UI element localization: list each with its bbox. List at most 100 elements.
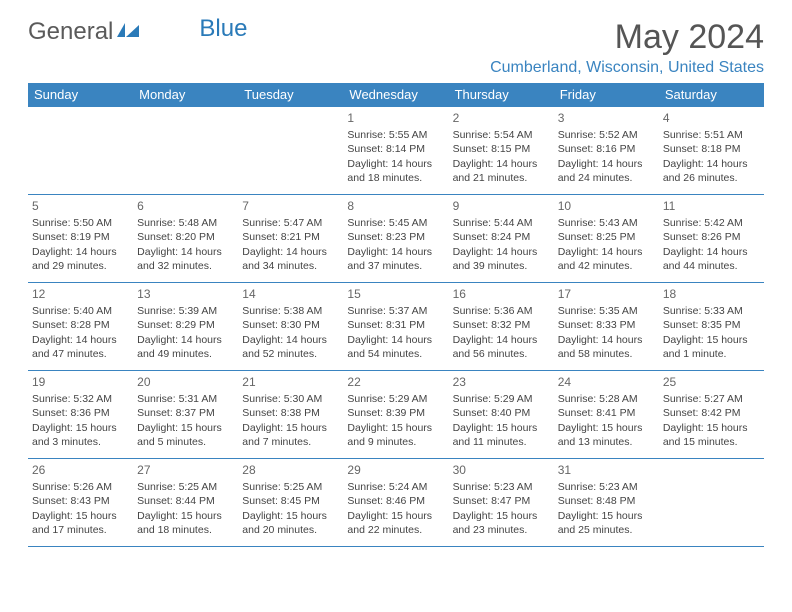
- daylight-line: Daylight: 15 hours and 9 minutes.: [347, 421, 444, 449]
- calendar-cell: 4Sunrise: 5:51 AMSunset: 8:18 PMDaylight…: [659, 107, 764, 195]
- calendar-cell: 3Sunrise: 5:52 AMSunset: 8:16 PMDaylight…: [554, 107, 659, 195]
- sunset-line: Sunset: 8:43 PM: [32, 494, 129, 508]
- daylight-line: Daylight: 14 hours and 54 minutes.: [347, 333, 444, 361]
- day-number: 18: [663, 286, 760, 302]
- day-number: 22: [347, 374, 444, 390]
- day-number: 2: [453, 110, 550, 126]
- calendar-cell: 6Sunrise: 5:48 AMSunset: 8:20 PMDaylight…: [133, 195, 238, 283]
- daylight-line: Daylight: 15 hours and 15 minutes.: [663, 421, 760, 449]
- day-number: 14: [242, 286, 339, 302]
- day-number: 5: [32, 198, 129, 214]
- sunrise-line: Sunrise: 5:29 AM: [453, 392, 550, 406]
- month-title: May 2024: [490, 18, 764, 57]
- col-sunday: Sunday: [28, 83, 133, 107]
- sunset-line: Sunset: 8:14 PM: [347, 142, 444, 156]
- calendar-cell: 30Sunrise: 5:23 AMSunset: 8:47 PMDayligh…: [449, 459, 554, 547]
- calendar-cell: 12Sunrise: 5:40 AMSunset: 8:28 PMDayligh…: [28, 283, 133, 371]
- calendar-cell: 19Sunrise: 5:32 AMSunset: 8:36 PMDayligh…: [28, 371, 133, 459]
- sunrise-line: Sunrise: 5:43 AM: [558, 216, 655, 230]
- calendar-row: 26Sunrise: 5:26 AMSunset: 8:43 PMDayligh…: [28, 459, 764, 547]
- calendar-cell: 7Sunrise: 5:47 AMSunset: 8:21 PMDaylight…: [238, 195, 343, 283]
- sunrise-line: Sunrise: 5:36 AM: [453, 304, 550, 318]
- calendar-cell: 21Sunrise: 5:30 AMSunset: 8:38 PMDayligh…: [238, 371, 343, 459]
- day-number: 23: [453, 374, 550, 390]
- sunrise-line: Sunrise: 5:39 AM: [137, 304, 234, 318]
- sunrise-line: Sunrise: 5:38 AM: [242, 304, 339, 318]
- day-number: 24: [558, 374, 655, 390]
- day-number: 7: [242, 198, 339, 214]
- sunrise-line: Sunrise: 5:37 AM: [347, 304, 444, 318]
- sunset-line: Sunset: 8:31 PM: [347, 318, 444, 332]
- sunrise-line: Sunrise: 5:23 AM: [558, 480, 655, 494]
- header-row: Sunday Monday Tuesday Wednesday Thursday…: [28, 83, 764, 107]
- daylight-line: Daylight: 14 hours and 39 minutes.: [453, 245, 550, 273]
- col-wednesday: Wednesday: [343, 83, 448, 107]
- daylight-line: Daylight: 15 hours and 3 minutes.: [32, 421, 129, 449]
- day-number: 26: [32, 462, 129, 478]
- calendar-cell: [28, 107, 133, 195]
- logo-text-general: General: [28, 18, 113, 46]
- day-number: 9: [453, 198, 550, 214]
- sunrise-line: Sunrise: 5:40 AM: [32, 304, 129, 318]
- day-number: 31: [558, 462, 655, 478]
- col-thursday: Thursday: [449, 83, 554, 107]
- calendar-cell: 24Sunrise: 5:28 AMSunset: 8:41 PMDayligh…: [554, 371, 659, 459]
- sunrise-line: Sunrise: 5:50 AM: [32, 216, 129, 230]
- daylight-line: Daylight: 14 hours and 47 minutes.: [32, 333, 129, 361]
- calendar-cell: 28Sunrise: 5:25 AMSunset: 8:45 PMDayligh…: [238, 459, 343, 547]
- sunrise-line: Sunrise: 5:48 AM: [137, 216, 234, 230]
- sunset-line: Sunset: 8:46 PM: [347, 494, 444, 508]
- daylight-line: Daylight: 15 hours and 17 minutes.: [32, 509, 129, 537]
- day-number: 3: [558, 110, 655, 126]
- sunset-line: Sunset: 8:15 PM: [453, 142, 550, 156]
- sunrise-line: Sunrise: 5:29 AM: [347, 392, 444, 406]
- calendar-row: 12Sunrise: 5:40 AMSunset: 8:28 PMDayligh…: [28, 283, 764, 371]
- calendar-cell: 14Sunrise: 5:38 AMSunset: 8:30 PMDayligh…: [238, 283, 343, 371]
- daylight-line: Daylight: 15 hours and 5 minutes.: [137, 421, 234, 449]
- daylight-line: Daylight: 14 hours and 26 minutes.: [663, 157, 760, 185]
- daylight-line: Daylight: 14 hours and 44 minutes.: [663, 245, 760, 273]
- day-number: 17: [558, 286, 655, 302]
- calendar-cell: 1Sunrise: 5:55 AMSunset: 8:14 PMDaylight…: [343, 107, 448, 195]
- sunset-line: Sunset: 8:24 PM: [453, 230, 550, 244]
- daylight-line: Daylight: 14 hours and 24 minutes.: [558, 157, 655, 185]
- daylight-line: Daylight: 14 hours and 29 minutes.: [32, 245, 129, 273]
- calendar-cell: [659, 459, 764, 547]
- sunset-line: Sunset: 8:33 PM: [558, 318, 655, 332]
- sunset-line: Sunset: 8:26 PM: [663, 230, 760, 244]
- calendar-cell: 11Sunrise: 5:42 AMSunset: 8:26 PMDayligh…: [659, 195, 764, 283]
- sunset-line: Sunset: 8:32 PM: [453, 318, 550, 332]
- sunset-line: Sunset: 8:20 PM: [137, 230, 234, 244]
- sunset-line: Sunset: 8:37 PM: [137, 406, 234, 420]
- sunset-line: Sunset: 8:40 PM: [453, 406, 550, 420]
- calendar-row: 19Sunrise: 5:32 AMSunset: 8:36 PMDayligh…: [28, 371, 764, 459]
- sunrise-line: Sunrise: 5:27 AM: [663, 392, 760, 406]
- calendar-cell: 23Sunrise: 5:29 AMSunset: 8:40 PMDayligh…: [449, 371, 554, 459]
- day-number: 30: [453, 462, 550, 478]
- logo: General Blue: [28, 18, 247, 46]
- daylight-line: Daylight: 14 hours and 34 minutes.: [242, 245, 339, 273]
- calendar-cell: 16Sunrise: 5:36 AMSunset: 8:32 PMDayligh…: [449, 283, 554, 371]
- calendar-cell: 29Sunrise: 5:24 AMSunset: 8:46 PMDayligh…: [343, 459, 448, 547]
- calendar-table: Sunday Monday Tuesday Wednesday Thursday…: [28, 83, 764, 547]
- sunset-line: Sunset: 8:36 PM: [32, 406, 129, 420]
- sunset-line: Sunset: 8:35 PM: [663, 318, 760, 332]
- sunset-line: Sunset: 8:28 PM: [32, 318, 129, 332]
- day-number: 19: [32, 374, 129, 390]
- sunset-line: Sunset: 8:23 PM: [347, 230, 444, 244]
- sunrise-line: Sunrise: 5:24 AM: [347, 480, 444, 494]
- sunrise-line: Sunrise: 5:33 AM: [663, 304, 760, 318]
- calendar-cell: [133, 107, 238, 195]
- sunrise-line: Sunrise: 5:28 AM: [558, 392, 655, 406]
- daylight-line: Daylight: 15 hours and 23 minutes.: [453, 509, 550, 537]
- daylight-line: Daylight: 15 hours and 25 minutes.: [558, 509, 655, 537]
- daylight-line: Daylight: 14 hours and 58 minutes.: [558, 333, 655, 361]
- calendar-cell: 8Sunrise: 5:45 AMSunset: 8:23 PMDaylight…: [343, 195, 448, 283]
- sunset-line: Sunset: 8:19 PM: [32, 230, 129, 244]
- sunset-line: Sunset: 8:38 PM: [242, 406, 339, 420]
- day-number: 11: [663, 198, 760, 214]
- location: Cumberland, Wisconsin, United States: [490, 59, 764, 77]
- col-saturday: Saturday: [659, 83, 764, 107]
- daylight-line: Daylight: 15 hours and 1 minute.: [663, 333, 760, 361]
- daylight-line: Daylight: 15 hours and 20 minutes.: [242, 509, 339, 537]
